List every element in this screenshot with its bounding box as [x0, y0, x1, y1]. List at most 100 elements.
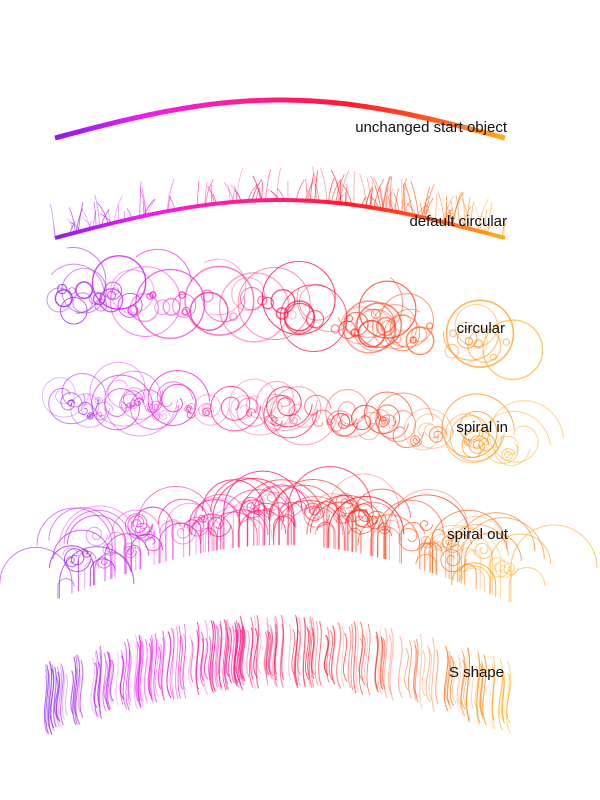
hair-stroke — [403, 184, 406, 214]
s-stroke — [252, 614, 257, 690]
hair-stroke — [229, 184, 242, 202]
s-stroke — [256, 633, 262, 674]
hair-stroke — [113, 195, 123, 223]
unchanged-start-object-example: unchanged start object — [54, 97, 508, 141]
spiral-stroke — [64, 548, 92, 573]
s-stroke — [209, 619, 214, 694]
hook-stroke — [460, 517, 545, 584]
s-stroke — [218, 623, 223, 688]
hook-stroke — [327, 496, 405, 549]
s-stroke — [70, 670, 74, 715]
s-stroke — [323, 634, 329, 676]
hook-stroke — [457, 512, 536, 583]
s-stroke — [505, 661, 511, 734]
hair-stroke — [276, 167, 282, 201]
s-stroke — [225, 634, 230, 678]
s-stroke — [239, 629, 244, 680]
hook-stroke — [183, 519, 202, 554]
s-stroke — [435, 649, 439, 704]
s-stroke — [269, 629, 274, 677]
s-stroke — [60, 664, 64, 726]
circle-stroke — [287, 310, 297, 320]
hair-stroke — [421, 195, 430, 218]
spiral-stroke — [356, 411, 391, 441]
hook-stroke — [165, 502, 214, 562]
hair-stroke — [196, 181, 200, 207]
hook-stroke — [94, 552, 131, 585]
spiral-strokes — [41, 361, 564, 466]
s-stroke — [336, 621, 342, 689]
hook-stroke — [216, 509, 269, 551]
circle-stroke — [358, 280, 417, 339]
s-stroke — [97, 662, 101, 707]
arc-stroke — [203, 258, 247, 316]
spiral-stroke — [495, 560, 515, 578]
spiral-stroke — [184, 405, 193, 413]
s-stroke — [143, 638, 148, 702]
s-stroke — [159, 643, 163, 692]
s-stroke — [476, 652, 481, 724]
hair-stroke — [227, 184, 231, 203]
spiral-stroke — [332, 507, 353, 524]
spiral-stroke — [60, 392, 83, 411]
s-stroke — [274, 623, 278, 681]
circle-stroke — [46, 287, 72, 313]
s-stroke — [358, 638, 364, 682]
hook-stroke — [366, 510, 387, 560]
s-stroke — [99, 645, 102, 720]
spiral-stroke — [375, 392, 434, 442]
s-stroke — [265, 622, 269, 683]
circle-stroke — [444, 343, 460, 359]
s-stroke — [288, 624, 292, 681]
circle-stroke — [342, 300, 396, 354]
hook-stroke — [122, 542, 137, 571]
spiral-stroke — [104, 370, 179, 437]
s-stroke — [135, 641, 141, 704]
circle-stroke — [162, 297, 181, 316]
spiral-stroke — [325, 389, 380, 438]
circle-stroke — [107, 290, 117, 300]
s-stroke — [98, 646, 102, 719]
hook-stroke — [36, 507, 113, 579]
s-stroke — [404, 647, 409, 691]
hook-stroke — [204, 505, 273, 553]
circle-stroke — [370, 309, 381, 319]
spiral-stroke — [270, 416, 283, 427]
circle-stroke — [149, 291, 157, 299]
s-stroke — [73, 666, 78, 717]
hair-stroke — [295, 179, 305, 201]
spiral-out-example: spiral out — [0, 466, 598, 603]
s-stroke — [154, 638, 160, 698]
hook-stroke — [451, 534, 473, 580]
circle-stroke — [110, 266, 181, 337]
hook-stroke — [89, 558, 116, 587]
s-stroke — [355, 623, 359, 693]
spiral-stroke — [263, 394, 318, 439]
circle-stroke — [135, 268, 206, 339]
spiral-stroke — [289, 414, 301, 425]
spiral-stroke — [503, 562, 519, 576]
s-stroke — [491, 655, 496, 730]
hair-stroke — [424, 197, 434, 219]
hair-stroke — [385, 187, 389, 210]
s-stroke — [466, 647, 471, 723]
example-label: S shape — [449, 664, 504, 681]
s-stroke — [72, 656, 77, 725]
spiral-stroke — [326, 418, 334, 426]
s-stroke — [241, 626, 246, 682]
spiral-stroke — [434, 541, 444, 549]
s-stroke — [343, 632, 348, 682]
hair-stroke — [312, 166, 318, 202]
s-stroke — [361, 634, 366, 686]
hair-stroke — [75, 208, 83, 233]
hook-stroke — [416, 524, 494, 596]
hook-stroke — [311, 493, 353, 552]
s-stroke — [265, 630, 270, 676]
spiral-stroke — [207, 516, 232, 538]
spiral-stroke — [228, 378, 295, 436]
hair-stroke — [389, 176, 392, 211]
circle-stroke — [464, 337, 474, 346]
s-stroke — [305, 626, 310, 681]
circle-stroke — [200, 289, 214, 303]
hook-stroke — [247, 486, 319, 547]
